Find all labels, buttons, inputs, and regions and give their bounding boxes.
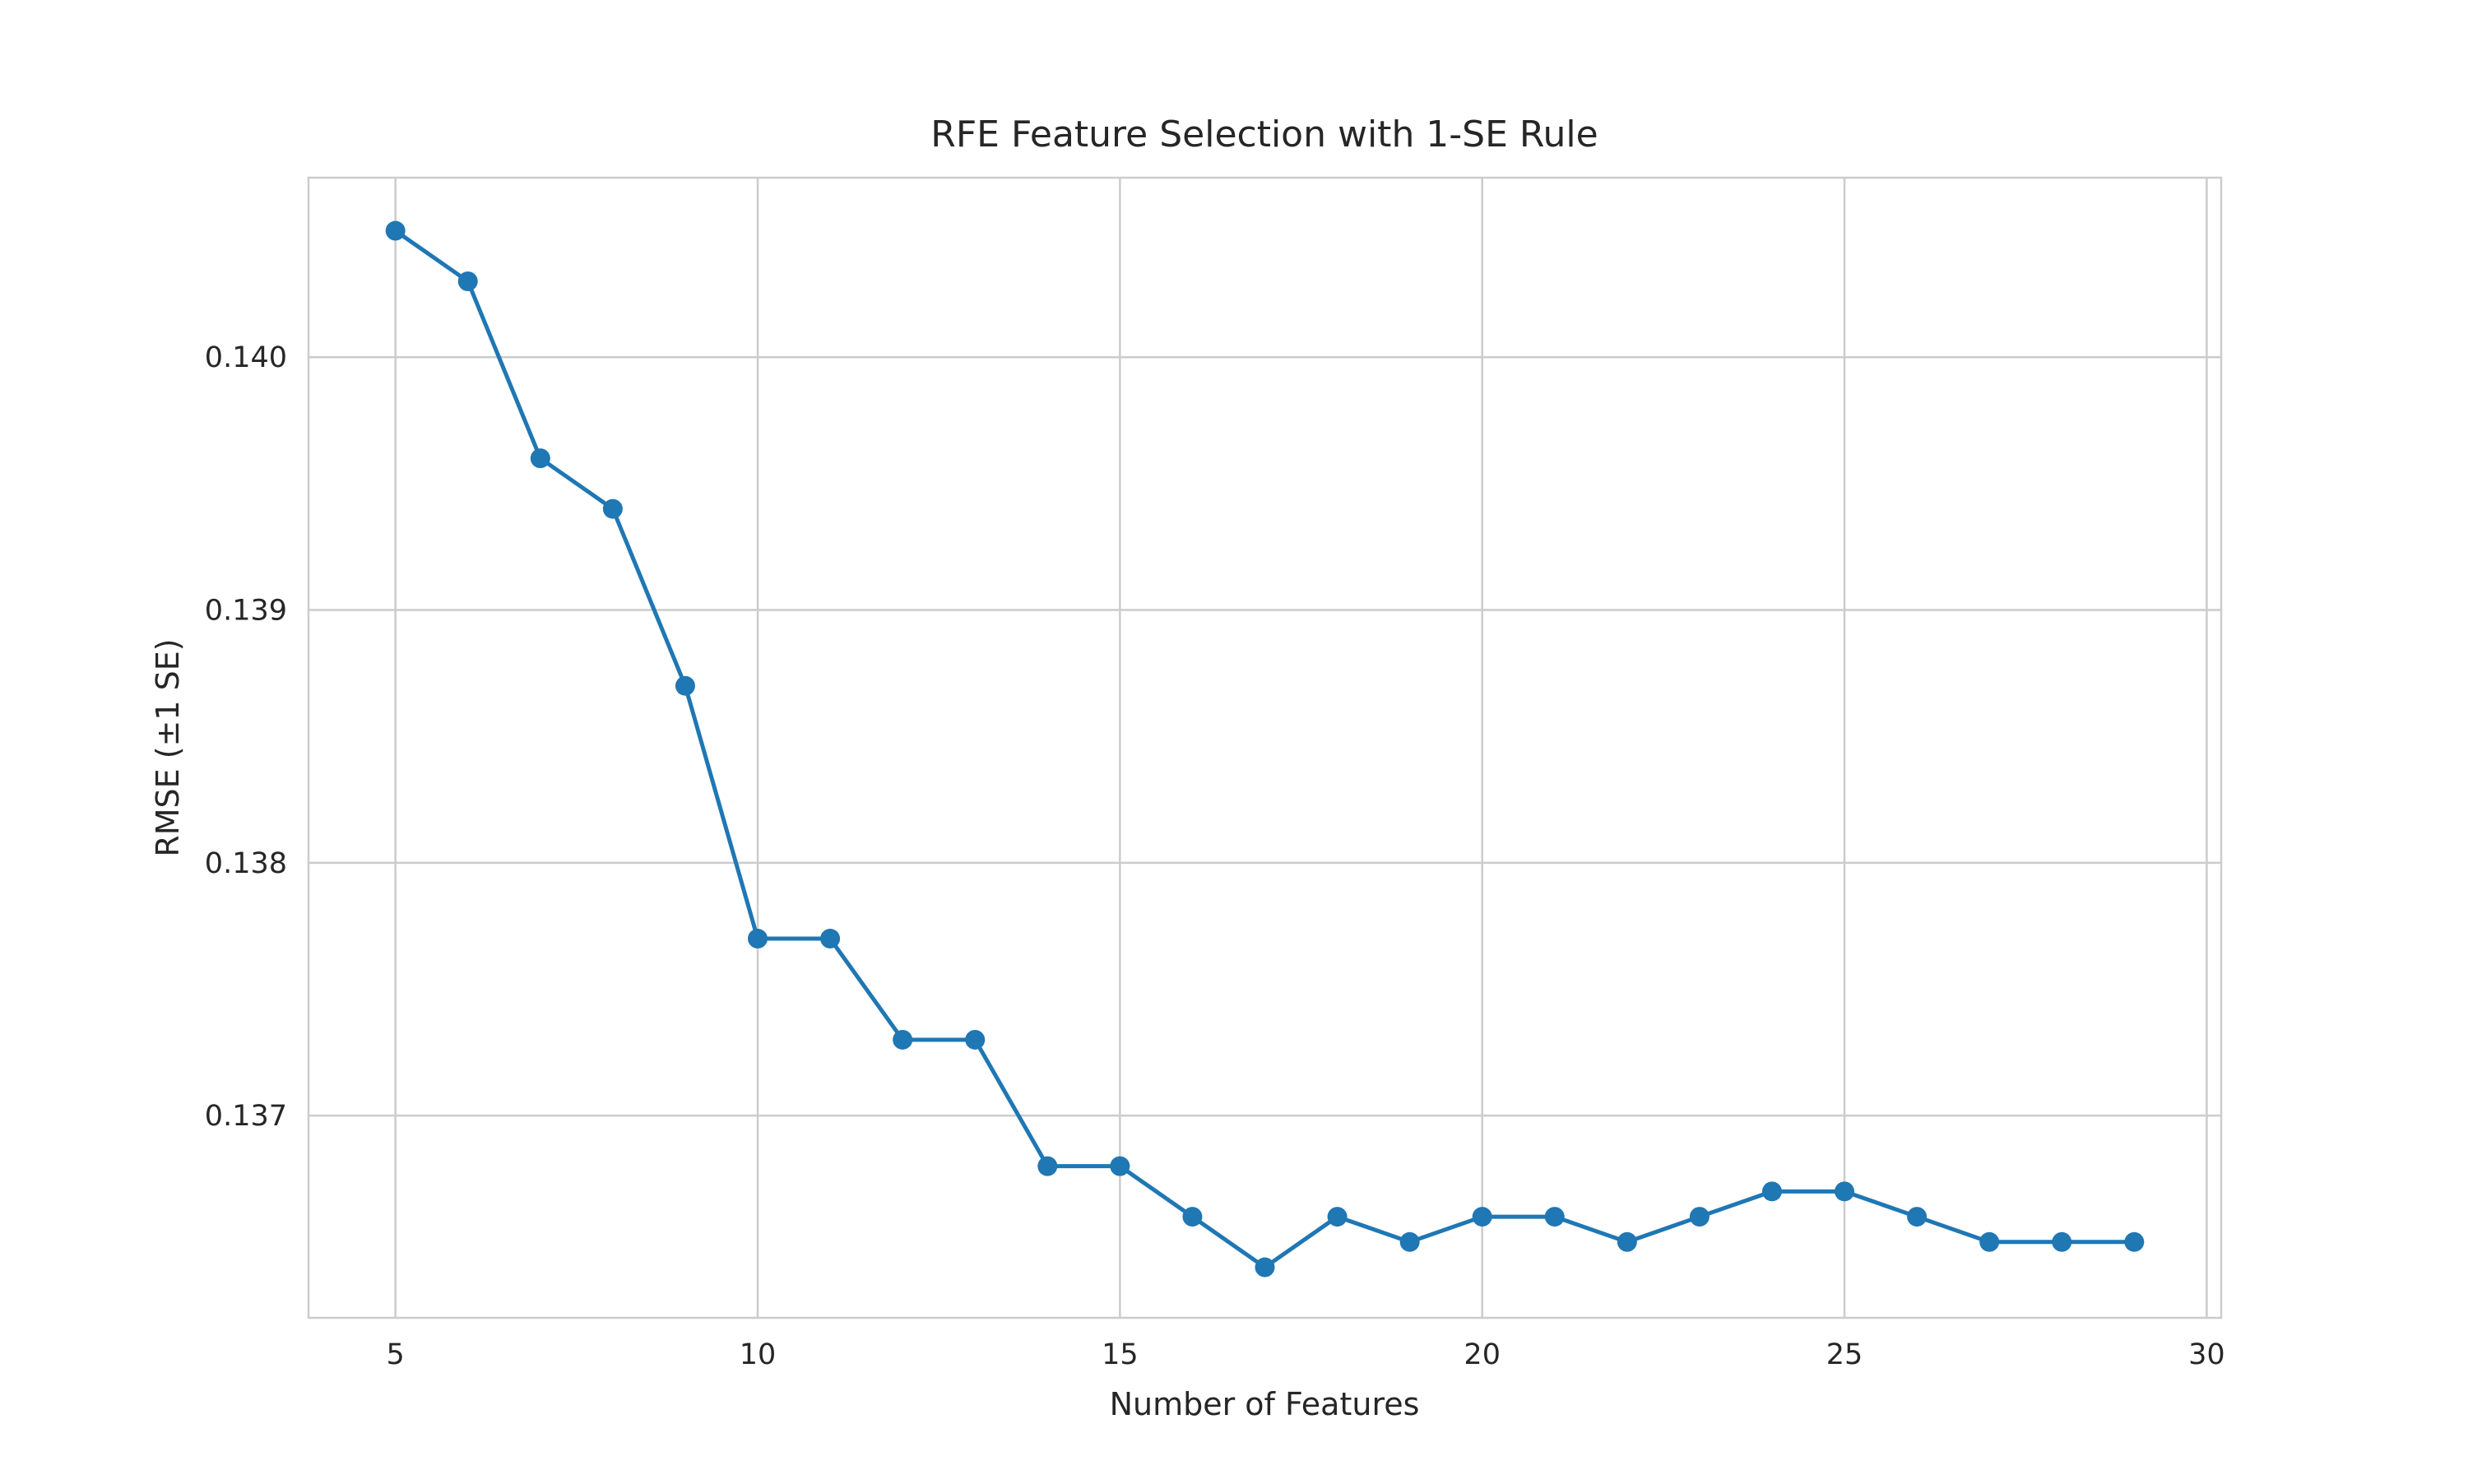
series-layer [385,220,2145,1278]
data-point [1399,1231,1420,1252]
data-point [820,929,841,949]
y-tick-label: 0.137 [205,1100,287,1133]
data-point [1037,1156,1058,1176]
plot-frame [307,176,2223,1319]
data-point [1617,1231,1637,1252]
x-tick-label: 25 [1826,1338,1863,1371]
data-point [602,499,623,519]
tick-labels: 5 10 15 20 25 30 0.137 0.138 0.139 0.140 [205,341,2225,1371]
x-tick-label: 20 [1464,1338,1501,1371]
data-point [2052,1231,2072,1252]
y-axis-label: RMSE (±1 SE) [150,638,186,856]
data-point [1979,1231,2000,1252]
x-tick-label: 30 [2188,1338,2225,1371]
data-point [1544,1207,1565,1227]
y-tick-label: 0.139 [205,595,287,628]
data-point [530,448,550,469]
x-tick-label: 5 [387,1338,405,1371]
data-point [1255,1257,1275,1278]
data-point [457,271,478,291]
data-point [2124,1231,2145,1252]
data-point [965,1029,986,1050]
data-point [1907,1207,1928,1227]
data-point [1472,1207,1492,1227]
data-point [1327,1207,1348,1227]
data-point [1182,1207,1203,1227]
data-point [1835,1181,1855,1202]
data-point [748,929,768,949]
data-point [385,220,406,241]
data-point [1110,1156,1130,1176]
data-point [1761,1181,1782,1202]
chart-title: RFE Feature Selection with 1-SE Rule [930,114,1598,155]
data-point [1689,1207,1710,1227]
plot-area [308,178,2221,1318]
x-axis-label: Number of Features [1110,1386,1420,1422]
x-tick-label: 10 [740,1338,777,1371]
data-point [675,675,695,696]
data-point [893,1029,913,1050]
y-tick-label: 0.138 [205,847,287,880]
x-tick-label: 15 [1102,1338,1139,1371]
grid [308,178,2221,1318]
y-tick-label: 0.140 [205,341,287,374]
